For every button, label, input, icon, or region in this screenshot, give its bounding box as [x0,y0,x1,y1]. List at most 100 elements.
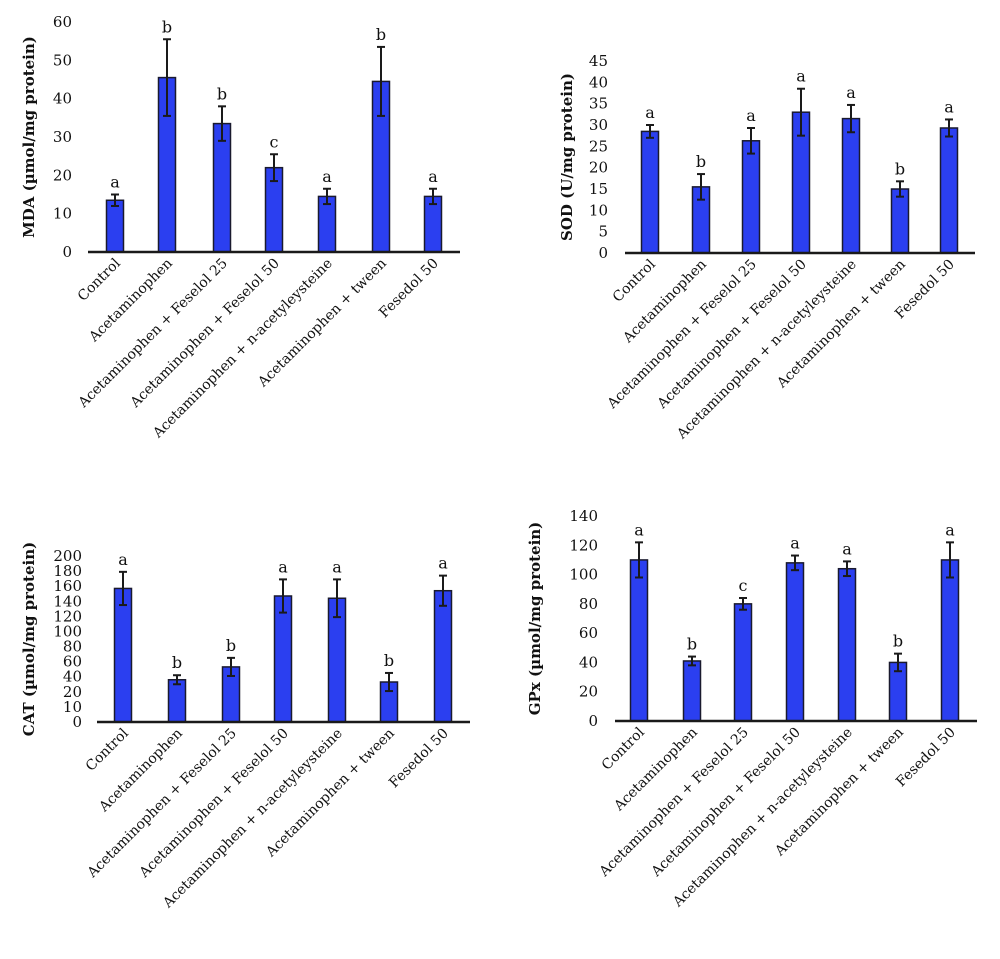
error-bar [429,187,437,206]
y-tick-label: 100 [53,622,82,640]
y-tick-label: 10 [63,698,82,716]
y-tick-label: 30 [53,128,72,146]
y-tick-label: 35 [589,95,608,113]
y-tick-label: 20 [589,159,608,177]
significance-letter: c [270,132,279,151]
significance-letter: a [842,539,852,558]
error-bar [385,671,393,693]
error-bar [333,578,341,619]
gpx-chart: GPx (µmol/mg protein) 0 20 40 60 80 100 120 140 a… [526,507,977,911]
significance-letter: b [893,632,903,651]
bar [629,559,649,722]
significance-letter: a [332,557,342,576]
y-tick-label: 120 [569,536,598,554]
y-tick-label: 40 [53,90,72,108]
sod-chart: SOD (U/mg protein) 0 5 10 15 20 25 30 35 40 45 a Con… [558,52,975,443]
bar [113,587,133,723]
error-bar [279,578,287,614]
significance-letter: b [384,651,394,670]
significance-letter: a [118,550,128,569]
significance-letter: b [162,17,172,36]
bar [640,130,660,254]
error-bar [111,193,119,207]
y-tick-label: 100 [569,566,598,584]
error-bar [894,652,902,673]
y-tick-label: 15 [589,180,608,198]
y-axis-title: MDA (µmol/mg protein) [20,36,38,238]
y-tick-label: 180 [53,562,82,580]
y-tick-label: 140 [53,592,82,610]
bar [105,199,125,253]
y-axis-title: GPx (µmol/mg protein) [526,522,544,716]
y-axis-title: SOD (U/mg protein) [558,73,576,241]
significance-letter: b [696,152,706,171]
error-bar [688,655,696,667]
y-tick-label: 0 [588,712,598,730]
significance-letter: b [226,636,236,655]
error-bar [163,38,171,117]
error-bar [896,180,904,198]
y-tick-label: 60 [579,624,598,642]
y-tick-label: 60 [53,13,72,31]
y-tick-label: 80 [579,595,598,613]
y-tick-label: 40 [579,653,598,671]
y-tick-label: 0 [598,244,608,262]
error-bar [847,103,855,134]
category-label: Acetaminophen + n-acetyleysteine [669,725,855,911]
error-bar [218,105,226,142]
significance-letter: a [322,167,332,186]
bar [433,589,453,723]
bar [940,559,960,722]
error-bar [747,126,755,155]
significance-letter: b [895,159,905,178]
bar [682,660,702,722]
significance-letter: a [645,103,655,122]
y-tick-label: 20 [53,166,72,184]
error-bar [439,574,447,607]
bar [167,678,187,723]
significance-letter: a [438,554,448,573]
category-label: Acetaminophen + n-acetyleysteine [673,257,859,443]
y-tick-label: 20 [579,683,598,701]
significance-letter: a [110,173,120,192]
y-tick-label: 10 [589,201,608,219]
y-tick-label: 200 [53,547,82,565]
y-tick-label: 40 [63,668,82,686]
bar [837,567,857,722]
significance-letter: a [796,67,806,86]
y-tick-label: 0 [62,243,72,261]
significance-letter: a [944,97,954,116]
y-tick-label: 25 [589,137,608,155]
significance-letter: a [746,106,756,125]
bar [741,140,761,254]
y-tick-label: 160 [53,577,82,595]
category-label: Control [83,725,132,774]
y-tick-label: 40 [589,73,608,91]
error-bar [377,45,385,117]
error-bar [635,541,643,579]
error-bar [323,187,331,206]
category-label: Control [610,256,659,305]
significance-letter: b [172,653,182,672]
bar [939,127,959,254]
cat-chart: CAT (µmol/mg protein) 0102040608010012014… [20,542,470,912]
bar [733,603,753,722]
category-label: Control [599,724,648,773]
category-label: Control [75,255,124,304]
significance-letter: a [945,520,955,539]
significance-letter: a [278,557,288,576]
y-tick-label: 0 [72,713,82,731]
y-tick-label: 140 [569,507,598,525]
error-bar [646,124,654,139]
y-tick-label: 45 [589,52,608,70]
y-axis-title: CAT (µmol/mg protein) [20,542,38,736]
error-bar [843,560,851,578]
significance-letter: a [634,520,644,539]
significance-letter: a [790,534,800,553]
significance-letter: b [217,84,227,103]
significance-letter: c [739,576,748,595]
y-tick-label: 20 [63,683,82,701]
y-tick-label: 120 [53,607,82,625]
error-bar [791,554,799,572]
bar [212,122,232,253]
